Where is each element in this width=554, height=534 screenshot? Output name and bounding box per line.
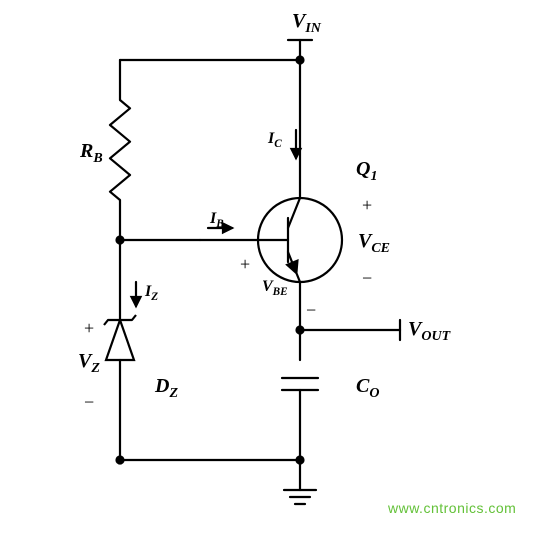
label-rb: RB — [80, 140, 103, 167]
label-vbe: VBE — [262, 278, 288, 298]
label-ib: IB — [210, 210, 224, 230]
label-vz: VZ — [78, 350, 100, 377]
label-co: CO — [356, 375, 379, 402]
label-iz: IZ — [145, 283, 158, 303]
vbe-plus: + — [240, 254, 250, 275]
label-ic: IC — [268, 130, 282, 150]
circuit-schematic — [0, 0, 554, 534]
vz-minus: − — [84, 392, 94, 413]
vce-plus: + — [362, 195, 372, 216]
label-vin: VIN — [292, 10, 321, 37]
label-dz: DZ — [155, 375, 178, 402]
watermark: www.cntronics.com — [388, 500, 516, 516]
label-vce: VCE — [358, 230, 390, 257]
vce-minus: − — [362, 268, 372, 289]
label-q1: Q1 — [356, 158, 377, 185]
vz-plus: + — [84, 318, 94, 339]
vbe-minus: − — [306, 300, 316, 321]
label-vout: VOUT — [408, 318, 450, 345]
